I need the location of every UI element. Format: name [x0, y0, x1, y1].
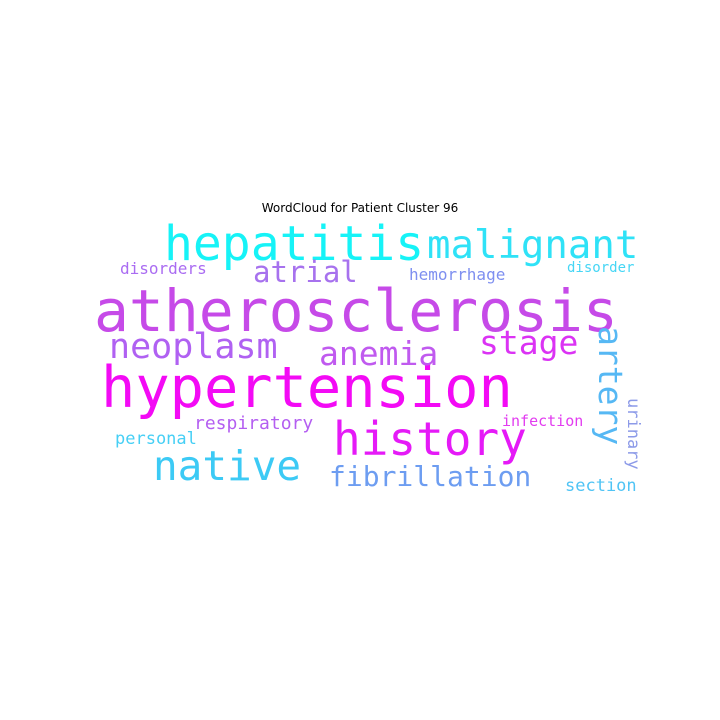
word-history: history — [333, 412, 527, 466]
word-section: section — [565, 476, 637, 496]
word-infection: infection — [502, 412, 584, 430]
word-anemia: anemia — [319, 334, 439, 373]
word-disorder: disorder — [567, 260, 635, 276]
word-native: native — [153, 442, 302, 490]
word-malignant: malignant — [427, 223, 639, 268]
word-disorders: disorders — [120, 259, 207, 278]
word-fibrillation: fibrillation — [329, 460, 532, 493]
word-neoplasm: neoplasm — [109, 327, 278, 367]
word-atrial: atrial — [253, 255, 358, 289]
word-urinary: urinary — [623, 398, 643, 470]
word-atherosclerosis: atherosclerosis — [94, 277, 618, 345]
word-hypertension: hypertension — [101, 355, 513, 421]
word-hemorrhage: hemorrhage — [409, 265, 506, 284]
word-artery: artery — [591, 326, 630, 446]
word-personal: personal — [115, 429, 197, 449]
word-stage: stage — [479, 323, 579, 362]
word-cloud: hypertension atherosclerosis hepatitis h… — [94, 216, 648, 502]
chart-title: WordCloud for Patient Cluster 96 — [261, 201, 459, 215]
word-hepatitis: hepatitis — [164, 216, 425, 272]
word-respiratory: respiratory — [194, 413, 314, 434]
